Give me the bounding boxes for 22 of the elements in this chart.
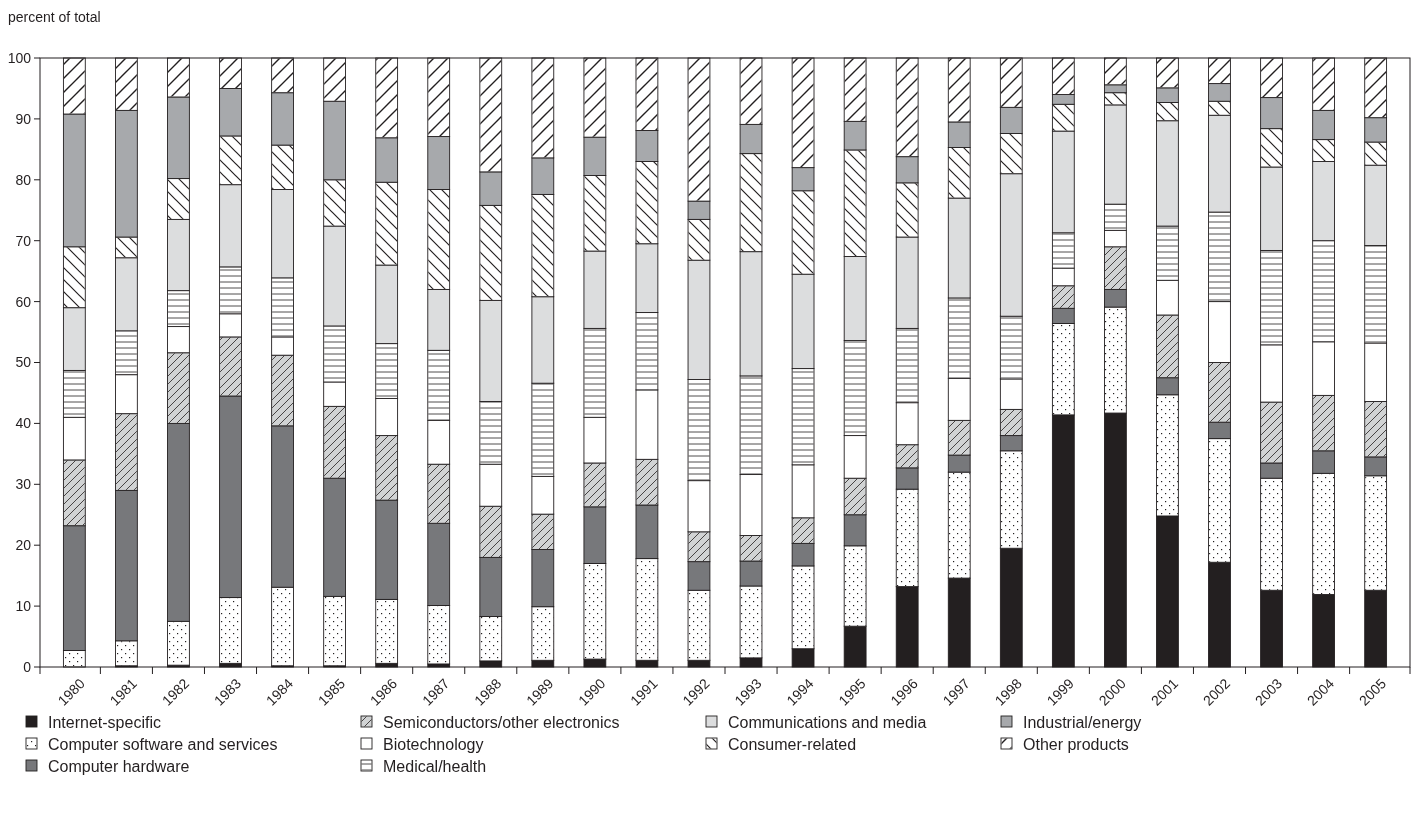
legend-label: Consumer-related xyxy=(728,735,857,753)
y-tick-label: 100 xyxy=(7,49,32,66)
y-tick-label: 10 xyxy=(15,598,32,614)
y-tick-label: 50 xyxy=(15,354,32,371)
y-tick-label: 20 xyxy=(15,537,32,554)
legend-label: Communications and media xyxy=(728,713,927,731)
legend-label: Internet-specific xyxy=(48,713,161,731)
legend-label: Biotechnology xyxy=(383,735,484,753)
y-tick-label: 70 xyxy=(15,232,32,249)
y-axis-title: percent of total xyxy=(8,9,101,25)
y-tick-label: 40 xyxy=(15,415,32,432)
legend-label: Computer software and services xyxy=(48,735,278,753)
legend-label: Other products xyxy=(1023,735,1129,753)
y-tick-label: 0 xyxy=(23,658,32,675)
legend-label: Medical/health xyxy=(383,757,487,775)
legend-label: Semiconductors/other electronics xyxy=(383,713,620,731)
legend-label: Computer hardware xyxy=(48,757,190,775)
legend-label: Industrial/energy xyxy=(1023,713,1142,731)
y-tick-label: 30 xyxy=(15,476,32,493)
y-tick-label: 80 xyxy=(15,171,32,188)
y-tick-label: 90 xyxy=(15,110,32,127)
y-tick-label: 60 xyxy=(15,293,32,310)
